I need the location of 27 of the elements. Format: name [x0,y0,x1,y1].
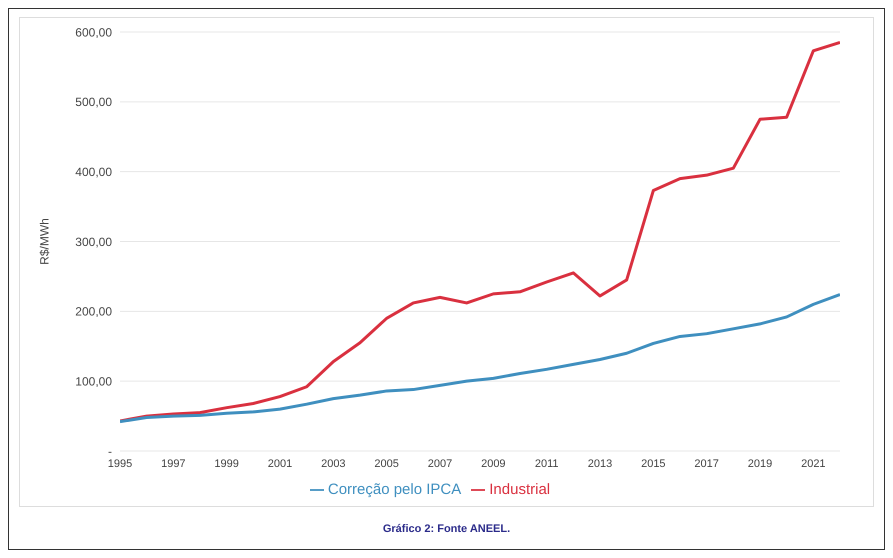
y-tick-label: 600,00 [75,25,112,40]
y-axis-title: R$/MWh [37,218,52,265]
x-tick-label: 2007 [428,458,452,470]
x-tick-label: 2013 [588,458,612,470]
text: Gráfico 2: Fonte ANEEL. [382,523,512,535]
legend-label: Correção pelo IPCA [328,481,462,498]
y-tick-label: 100,00 [75,374,112,388]
y-tick-label: - [108,444,112,458]
line-series [120,40,840,422]
x-tick-label: 2015 [641,458,666,470]
x-tick-label: 2003 [321,458,346,470]
x-tick-label: 1995 [108,458,132,470]
x-tick-label: 2001 [268,458,292,470]
y-tick-label: 400,00 [75,164,112,179]
x-tick-label: 2005 [374,458,399,470]
x-tick-label: 2021 [801,458,826,470]
x-tick-label: 2019 [748,458,772,470]
x-tick-label: 2009 [481,458,506,470]
line-series [120,293,840,424]
x-tick-label: 2017 [694,458,719,470]
legend-label: Industrial [489,481,550,498]
x-tick-label: 1999 [214,458,239,470]
y-tick-label: 300,00 [75,234,112,249]
x-tick-label: 2011 [534,458,558,470]
y-tick-label: 500,00 [75,95,112,110]
y-tick-label: 200,00 [75,304,112,319]
x-tick-label: 1997 [161,458,186,470]
